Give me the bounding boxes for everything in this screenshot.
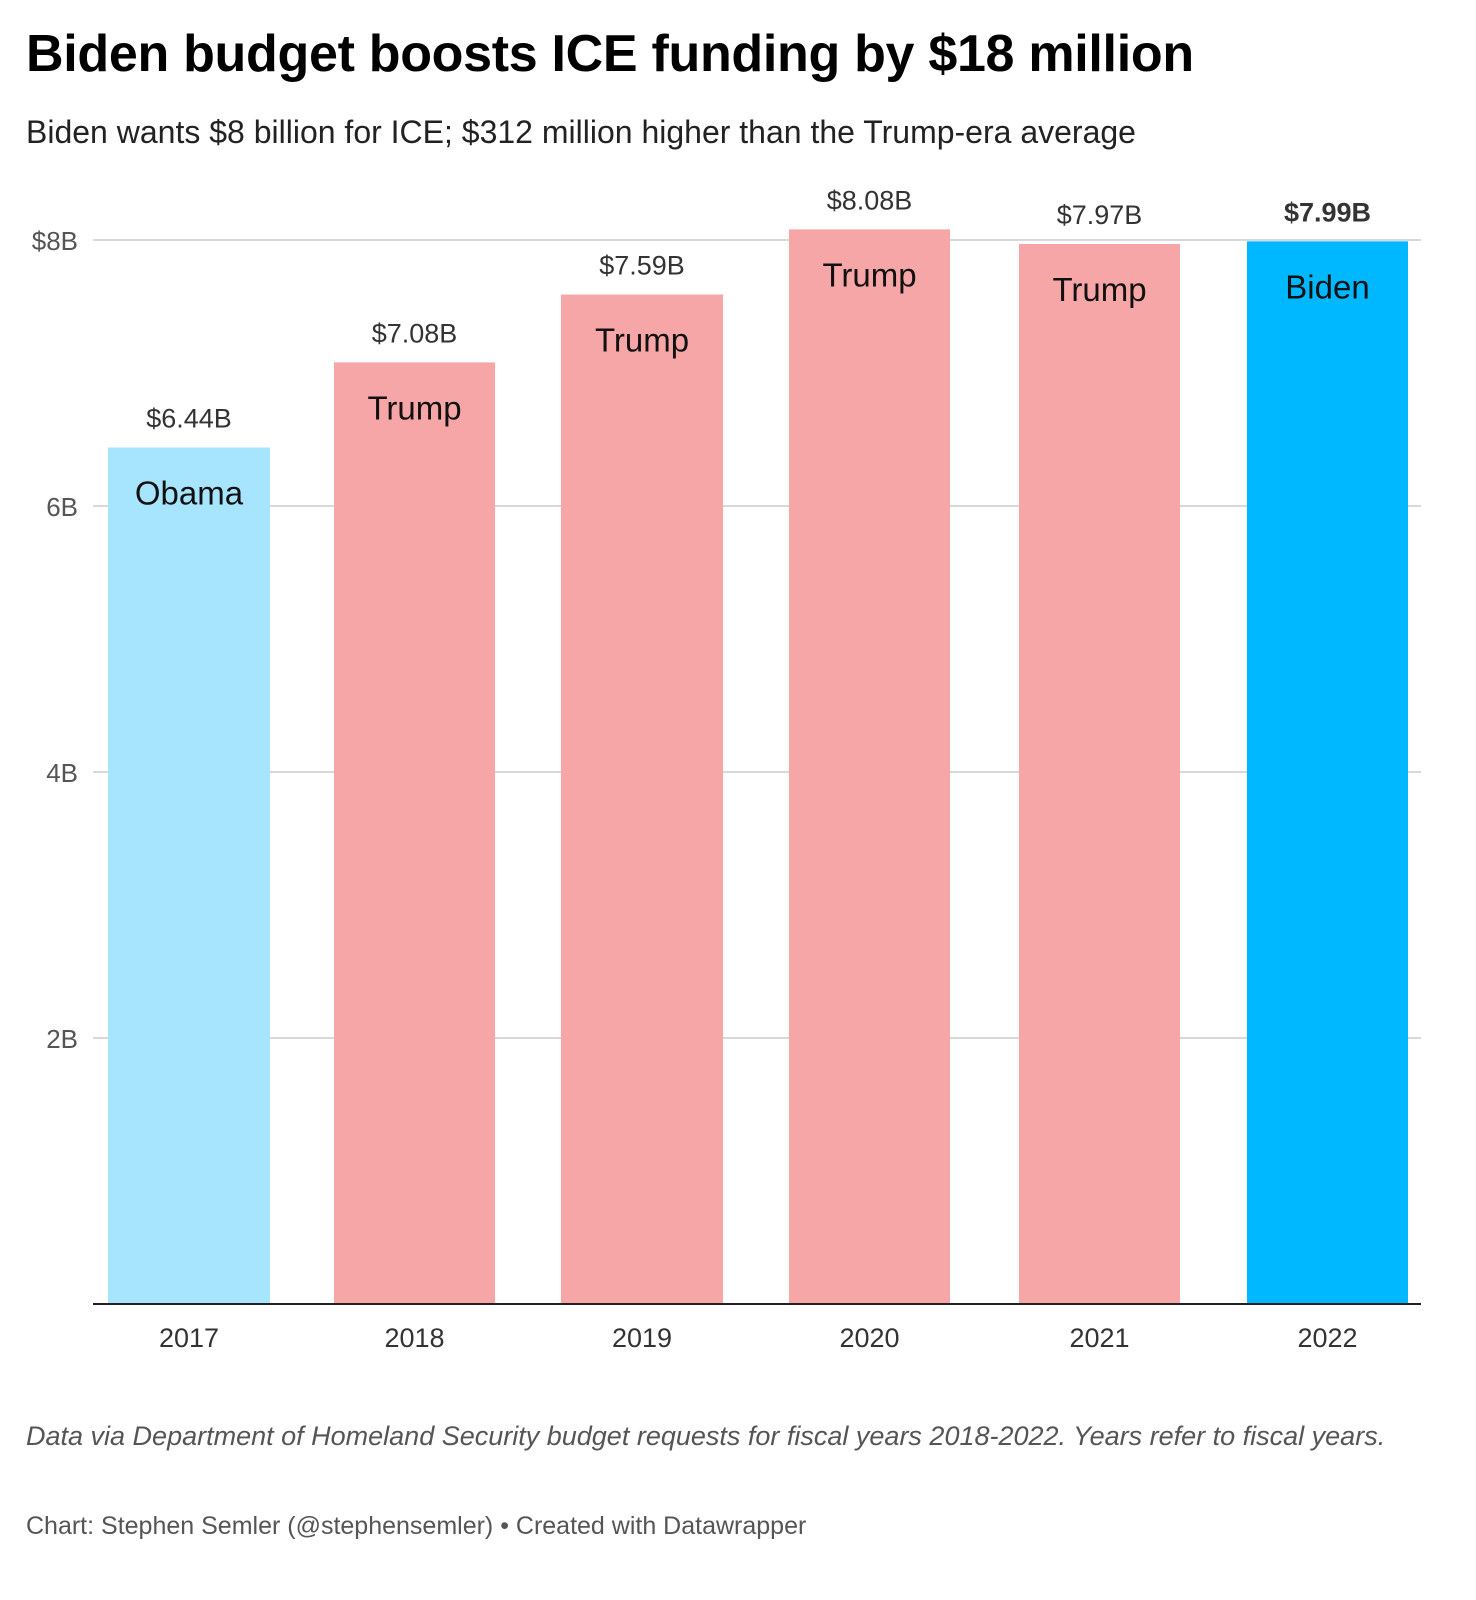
value-label: $8.08B — [827, 185, 913, 215]
x-tick-label: 2019 — [612, 1323, 672, 1353]
y-tick-label: 4B — [46, 758, 78, 788]
value-label: $7.59B — [599, 251, 685, 281]
bar-inline-label: Obama — [135, 474, 244, 511]
bar-2017 — [108, 447, 270, 1305]
gridlines: 2B 4B 6B $8B — [32, 226, 1421, 1054]
x-tick-label: 2017 — [159, 1323, 219, 1353]
value-label: $7.97B — [1057, 200, 1143, 230]
bar-chart: 2B 4B 6B $8B $6.44B Obama 2017 $7.08B Trump 2018… — [32, 185, 1421, 1353]
x-tick-label: 2020 — [839, 1323, 899, 1353]
y-tick-label: 2B — [46, 1024, 78, 1054]
value-label: $7.08B — [372, 318, 458, 348]
x-tick-label: 2018 — [384, 1323, 444, 1353]
bar-2020 — [789, 229, 950, 1305]
bar-inline-label: Trump — [367, 389, 461, 426]
bars — [108, 229, 1408, 1305]
chart-credit: Chart: Stephen Semler (@stephensemler) •… — [26, 1512, 807, 1540]
value-label: $7.99B — [1284, 197, 1371, 227]
x-tick-label: 2021 — [1069, 1323, 1129, 1353]
bar-2021 — [1019, 243, 1180, 1305]
source-note: Data via Department of Homeland Security… — [26, 1421, 1386, 1451]
value-label: $6.44B — [146, 403, 232, 433]
y-tick-label: $8B — [32, 226, 78, 256]
bar-2019 — [561, 294, 723, 1304]
bar-inline-label: Biden — [1285, 268, 1369, 305]
bar-inline-label: Trump — [822, 256, 916, 293]
chart-title: Biden budget boosts ICE funding by $18 m… — [26, 25, 1194, 83]
chart-subtitle: Biden wants $8 billion for ICE; $312 mil… — [26, 114, 1136, 150]
bar-2022 — [1247, 241, 1408, 1305]
bar-inline-label: Trump — [1052, 271, 1146, 308]
bar-inline-label: Trump — [595, 322, 689, 359]
bar-2018 — [334, 362, 495, 1304]
labels: $6.44B Obama 2017 $7.08B Trump 2018 $7.59B Trum… — [135, 185, 1371, 1353]
y-tick-label: 6B — [46, 492, 78, 522]
x-tick-label: 2022 — [1297, 1323, 1357, 1353]
